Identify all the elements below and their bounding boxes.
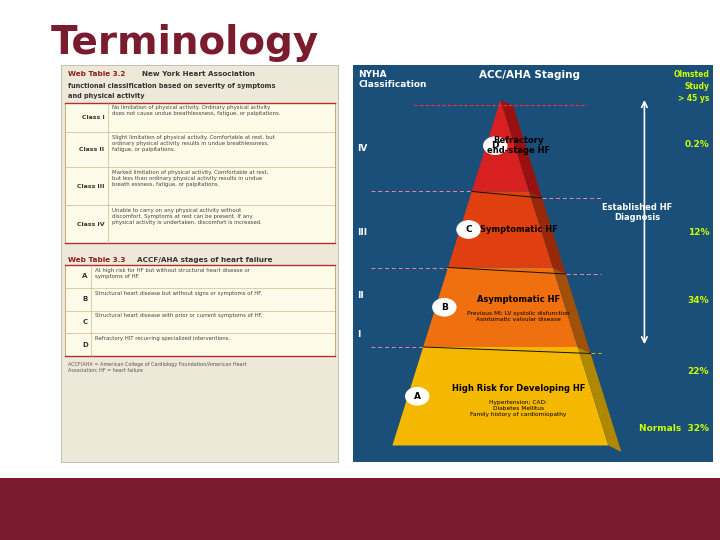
Text: Asymptomatic HF: Asymptomatic HF — [477, 295, 560, 303]
Polygon shape — [529, 192, 566, 274]
Circle shape — [433, 299, 456, 316]
Text: ACCF/AHA stages of heart failure: ACCF/AHA stages of heart failure — [132, 256, 272, 262]
Text: functional classification based on severity of symptoms: functional classification based on sever… — [68, 83, 276, 89]
FancyBboxPatch shape — [0, 478, 720, 540]
Text: D: D — [82, 341, 88, 348]
Text: Marked limitation of physical activity. Comfortable at rest,
but less than ordin: Marked limitation of physical activity. … — [112, 170, 268, 187]
Polygon shape — [553, 267, 590, 354]
Text: Hypertension; CAD:
Diabetes Mellitus
Family history of cardiomiopathy: Hypertension; CAD: Diabetes Mellitus Fam… — [470, 400, 567, 417]
Text: No limitation of physical activity. Ordinary physical activity
does not cause un: No limitation of physical activity. Ordi… — [112, 105, 280, 116]
Text: Study: Study — [684, 82, 709, 91]
Circle shape — [457, 221, 480, 238]
Text: Olmsted: Olmsted — [673, 70, 709, 79]
Text: D: D — [492, 141, 499, 150]
Polygon shape — [500, 100, 542, 198]
Text: IV: IV — [357, 144, 367, 153]
FancyBboxPatch shape — [65, 265, 335, 356]
Polygon shape — [577, 347, 621, 452]
Text: ACC/AHA Staging: ACC/AHA Staging — [479, 70, 580, 80]
Text: Web Table 3.2: Web Table 3.2 — [68, 71, 126, 77]
Text: Class IV: Class IV — [77, 221, 104, 227]
Text: 12%: 12% — [688, 228, 709, 238]
Text: ACCF/AHA = American College of Cardiology Foundation/American Heart
Association;: ACCF/AHA = American College of Cardiolog… — [68, 362, 247, 373]
Text: Established HF
Diagnosis: Established HF Diagnosis — [602, 203, 672, 222]
Text: Structural heart disease but without signs or symptoms of HF.: Structural heart disease but without sig… — [95, 291, 262, 295]
Text: B: B — [441, 303, 448, 312]
Text: B: B — [83, 296, 88, 302]
Text: NYHA: NYHA — [359, 70, 387, 79]
Text: Class III: Class III — [77, 184, 104, 189]
Text: II: II — [357, 291, 364, 300]
Text: 0.2%: 0.2% — [685, 140, 709, 150]
Polygon shape — [392, 347, 608, 446]
Text: A: A — [83, 273, 88, 280]
Text: Previous MI; LV systolic disfunction
Asintomatic valvular disease: Previous MI; LV systolic disfunction Asi… — [467, 311, 570, 322]
Text: Web Table 3.3: Web Table 3.3 — [68, 256, 126, 262]
Text: Refractory HIT recurring specialized interventions.: Refractory HIT recurring specialized int… — [95, 336, 230, 341]
Text: Refractory
end-stage HF: Refractory end-stage HF — [487, 136, 550, 156]
Text: Class II: Class II — [79, 147, 104, 152]
Text: New York Heart Association: New York Heart Association — [137, 71, 255, 77]
Text: At high risk for HF but without structural heart disease or
symptoms of HF.: At high risk for HF but without structur… — [95, 268, 250, 279]
Text: A: A — [414, 392, 420, 401]
Text: C: C — [465, 225, 472, 234]
Text: III: III — [357, 228, 367, 238]
FancyBboxPatch shape — [61, 65, 338, 462]
FancyBboxPatch shape — [65, 103, 335, 243]
Text: Slight limitation of physical activity. Comfortable at rest, but
ordinary physic: Slight limitation of physical activity. … — [112, 135, 274, 152]
Text: 22%: 22% — [688, 367, 709, 376]
Text: Normals  32%: Normals 32% — [639, 424, 709, 433]
Text: Unable to carry on any physical activity without
discomfort. Symptoms at rest ca: Unable to carry on any physical activity… — [112, 208, 261, 225]
Text: 34%: 34% — [688, 296, 709, 305]
Text: Class I: Class I — [81, 115, 104, 120]
Text: Symptomatic HF: Symptomatic HF — [480, 225, 557, 234]
Text: Classification: Classification — [359, 80, 427, 89]
Polygon shape — [448, 192, 553, 267]
Circle shape — [484, 137, 507, 154]
Text: Terminology: Terminology — [50, 24, 319, 62]
Text: > 45 ys: > 45 ys — [678, 94, 709, 103]
FancyBboxPatch shape — [353, 65, 713, 462]
Text: Structural heart disease with prior or current symptoms of HF.: Structural heart disease with prior or c… — [95, 313, 263, 318]
Text: High Risk for Developing HF: High Risk for Developing HF — [451, 383, 585, 393]
Text: and physical activity: and physical activity — [68, 93, 145, 99]
Polygon shape — [472, 100, 529, 192]
Text: I: I — [357, 330, 361, 340]
Polygon shape — [423, 267, 577, 347]
Text: C: C — [83, 319, 88, 325]
Circle shape — [406, 388, 429, 405]
